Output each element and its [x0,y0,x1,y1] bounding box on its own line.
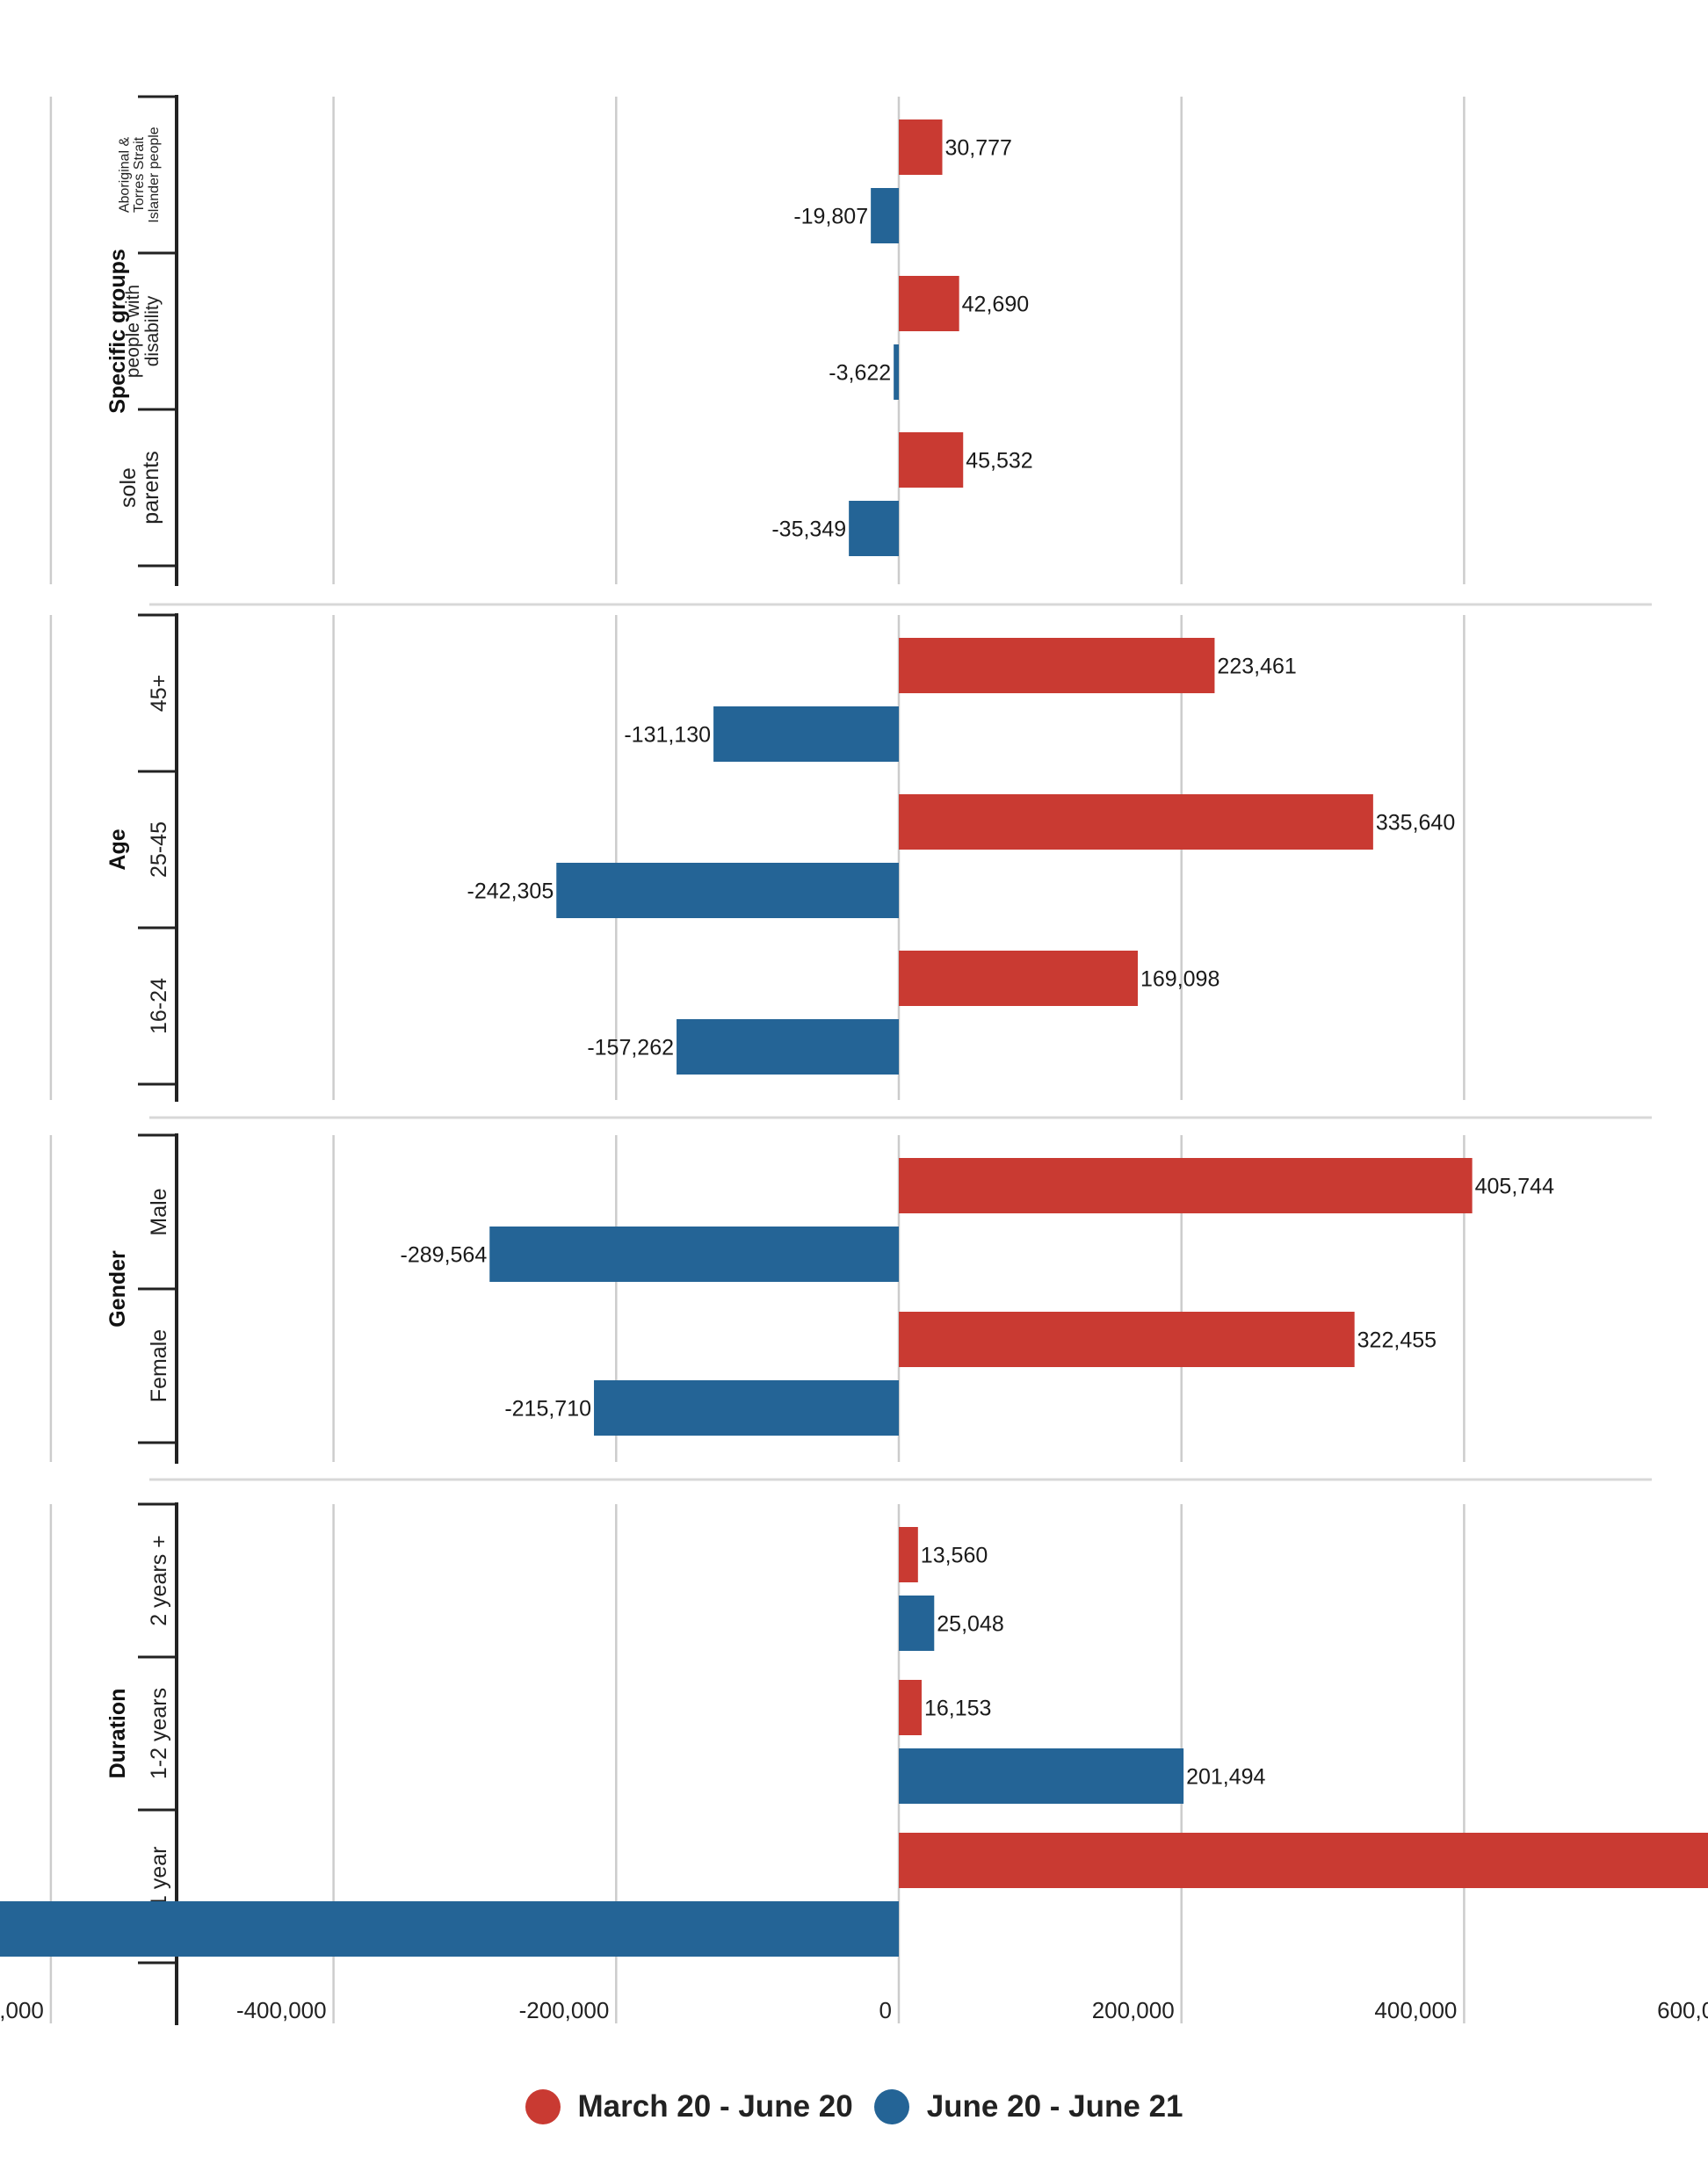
group-label-line: 16-24 [147,978,171,1034]
bar-age-16-24-series-2 [677,1019,899,1075]
group-label-line: disability [142,295,163,366]
group-label-specific-groups-people-with-disability: people withdisability [123,285,163,378]
data-label-gender-male-series-2: -289,564 [401,1243,488,1268]
x-tick-label-400-000: -400,000 [236,1997,327,2023]
legend-label-series-1: March 20 - June 20 [577,2089,853,2124]
data-label-age-25-45-series-1: 335,640 [1376,811,1455,836]
group-label-line: Aboriginal & [117,137,132,213]
panel-title-age: Age [105,829,130,870]
bar-gender-male-series-2 [489,1227,899,1282]
panel-title-duration: Duration [105,1689,130,1779]
data-label-gender-female-series-2: -215,710 [504,1397,591,1422]
group-label-line: Torres Strait [132,136,147,213]
group-label-gender-female: Female [147,1329,171,1402]
data-label-specific-groups-sole-parents-series-1: 45,532 [966,449,1032,474]
bar-age-45-series-2 [713,706,899,762]
data-label-duration-2-years-series-1: 13,560 [921,1544,988,1568]
data-label-specific-groups-sole-parents-series-2: -35,349 [771,517,846,542]
data-label-age-16-24-series-2: -157,262 [587,1036,674,1060]
bar-duration-1-2-years-series-1 [899,1680,922,1735]
x-tick-label-0: 0 [879,1997,892,2023]
data-label-specific-groups-aboriginal-torres-strait-islander-people-series-1: 30,777 [945,136,1012,161]
bar-specific-groups-sole-parents-series-2 [849,501,899,556]
bar-age-25-45-series-1 [899,794,1373,850]
group-label-gender-male: Male [147,1188,171,1235]
bar-gender-female-series-2 [594,1380,899,1436]
group-label-line: 45+ [147,675,171,712]
group-label-age-16-24: 16-24 [147,978,171,1034]
bar-gender-female-series-1 [899,1312,1355,1367]
group-label-line: 25-45 [147,821,171,878]
panel-gender: Gender Male 405,744 -289,564 Female 322,455 -2… [49,1133,1652,1481]
group-label-line: parents [139,451,163,524]
data-label-age-45-series-2: -131,130 [624,723,711,748]
legend-swatch-series-2 [873,2089,909,2124]
group-label-age-45: 45+ [147,675,171,712]
bar-duration-1-year-series-1 [899,1833,1708,1888]
legend-swatch-series-1 [525,2089,561,2124]
data-label-duration-1-2-years-series-1: 16,153 [924,1697,991,1721]
bar-specific-groups-people-with-disability-series-1 [899,276,959,331]
group-label-line: Islander people [147,127,162,223]
group-label-line: people with [123,285,143,378]
data-label-specific-groups-people-with-disability-series-1: 42,690 [962,293,1029,317]
group-label-line: 2 years + [147,1535,171,1626]
group-label-specific-groups-aboriginal-torres-strait-islander-people: Aboriginal &Torres StraitIslander people [117,127,162,223]
bar-duration-1-year-series-2 [0,1901,899,1957]
panel-title-specific-groups: Specific groups [105,249,130,414]
bar-age-16-24-series-1 [899,951,1138,1006]
x-tick-label-600-000: -600,000 [0,1997,44,2023]
group-label-specific-groups-sole-parents: soleparents [116,451,163,524]
bar-gender-male-series-1 [899,1158,1473,1213]
legend-label-series-2: June 20 - June 21 [926,2089,1183,2124]
panel-title-gender: Gender [105,1250,130,1328]
group-label-line: Female [147,1329,171,1402]
bar-specific-groups-aboriginal-torres-strait-islander-people-series-2 [871,188,899,243]
legend-item-series-1: March 20 - June 20 [525,2089,853,2124]
x-axis: -800,000-600,000-400,000-200,0000200,000… [0,1997,1708,2023]
data-label-gender-male-series-1: 405,744 [1475,1175,1554,1199]
legend-item-series-2: June 20 - June 21 [873,2089,1183,2124]
group-label-line: Male [147,1188,171,1235]
x-tick-label-200-000: -200,000 [519,1997,610,2023]
data-label-specific-groups-aboriginal-torres-strait-islander-people-series-2: -19,807 [793,205,868,229]
data-label-age-25-45-series-2: -242,305 [467,879,554,904]
bar-specific-groups-aboriginal-torres-strait-islander-people-series-1 [899,119,943,175]
data-label-duration-2-years-series-2: 25,048 [937,1612,1003,1637]
data-label-age-45-series-1: 223,461 [1217,655,1296,679]
group-label-age-25-45: 25-45 [147,821,171,878]
data-label-age-16-24-series-1: 169,098 [1140,967,1219,992]
bar-age-45-series-1 [899,638,1215,693]
panel-specific-groups: Specific groups Aboriginal &Torres Strait… [49,95,1652,606]
data-label-gender-female-series-1: 322,455 [1357,1328,1437,1353]
bar-specific-groups-sole-parents-series-1 [899,432,964,488]
data-label-duration-1-2-years-series-2: 201,494 [1186,1765,1265,1790]
bar-specific-groups-people-with-disability-series-2 [894,344,899,400]
x-tick-label-400-000: 400,000 [1374,1997,1457,2023]
group-label-duration-2-years: 2 years + [147,1535,171,1626]
panel-age: Age 45+ 223,461 -131,130 25-45 335,640 -242,30… [49,613,1652,1119]
legend: March 20 - June 20 June 20 - June 21 [0,2081,1708,2133]
group-label-line: sole [116,467,141,508]
bar-age-25-45-series-2 [556,863,899,918]
panel-duration: Duration 2 years + 13,560 25,048 1-2 years 16… [0,1502,1708,2025]
x-tick-label-600-000: 600,000 [1657,1997,1708,2023]
bar-duration-2-years-series-1 [899,1527,918,1582]
data-label-specific-groups-people-with-disability-series-2: -3,622 [829,361,891,386]
group-label-duration-1-2-years: 1-2 years [147,1688,171,1779]
bar-duration-1-2-years-series-2 [899,1748,1184,1804]
group-label-line: 1-2 years [147,1688,171,1779]
x-tick-label-200-000: 200,000 [1092,1997,1175,2023]
bar-duration-2-years-series-2 [899,1596,935,1651]
